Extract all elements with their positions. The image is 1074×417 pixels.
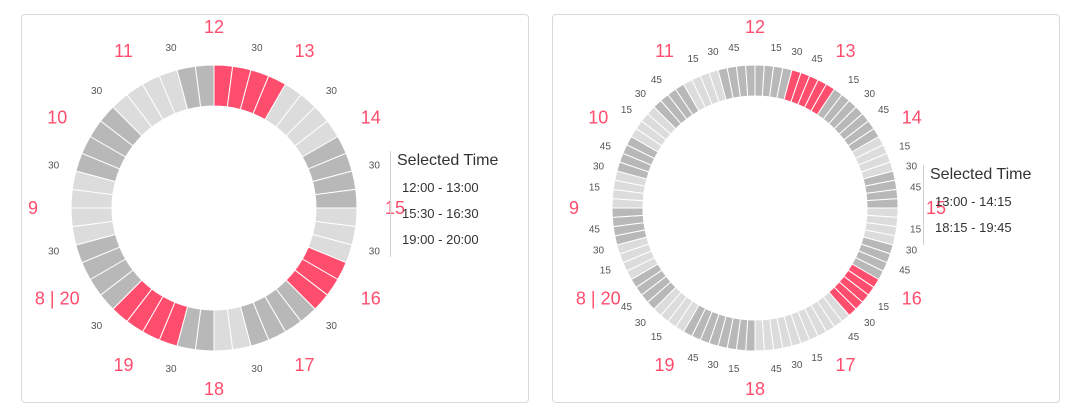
minute-label: 15 (621, 105, 633, 116)
time-wheel-left[interactable]: 12 13 14 15 16 17 18 19 8 | 20 9 10 11 30 30 30 30 30 30 3… (22, 15, 530, 404)
selected-time-legend-right: Selected Time 13:00 - 14:15 18:15 - 19:4… (923, 165, 1031, 245)
legend-item: 19:00 - 20:00 (402, 232, 479, 247)
hour-label: 11 (655, 41, 674, 61)
hour-label: 10 (588, 108, 608, 128)
hour-label: 12 (745, 17, 765, 37)
minute-label: 45 (848, 332, 860, 343)
minute-label: 30 (791, 360, 803, 371)
hour-label: 9 (28, 198, 38, 218)
minute-label: 45 (600, 142, 612, 153)
minute-label: 30 (326, 321, 338, 332)
legend-item: 18:15 - 19:45 (935, 220, 1012, 235)
minute-label: 15 (811, 353, 823, 364)
hour-label: 19 (654, 355, 674, 375)
minute-label: 30 (251, 43, 263, 54)
minute-label: 45 (728, 43, 740, 54)
minute-label: 30 (165, 364, 177, 375)
minute-label: 15 (651, 332, 663, 343)
minute-label: 30 (635, 318, 647, 329)
hour-label: 17 (294, 355, 314, 375)
minute-label: 15 (589, 182, 601, 193)
minute-label: 45 (687, 353, 699, 364)
hour-label: 15 (926, 198, 946, 218)
hour-label: 14 (361, 108, 381, 128)
minute-label: 45 (589, 225, 601, 236)
hour-label: 12 (204, 17, 224, 37)
minute-label: 45 (899, 265, 911, 276)
legend-title: Selected Time (930, 166, 1032, 183)
minute-label: 15 (687, 54, 699, 65)
time-segment[interactable] (745, 64, 756, 97)
hour-label: 18 (745, 379, 765, 399)
hour-label: 8 | 20 (35, 289, 80, 309)
minute-label: 30 (326, 86, 338, 97)
time-segment[interactable] (754, 319, 765, 352)
hour-label: 9 (569, 198, 579, 218)
legend-item: 13:00 - 14:15 (935, 194, 1012, 209)
hour-label: 13 (835, 41, 855, 61)
minute-label: 15 (878, 302, 890, 313)
minute-label: 15 (910, 225, 922, 236)
time-segment[interactable] (866, 198, 899, 209)
minute-label: 30 (48, 246, 60, 257)
minute-label: 30 (593, 162, 605, 173)
minute-label: 30 (708, 360, 720, 371)
minute-label: 45 (651, 75, 663, 86)
hour-label: 13 (294, 41, 314, 61)
hour-label: 18 (204, 379, 224, 399)
minute-label: 45 (621, 302, 633, 313)
minute-label: 45 (910, 182, 922, 193)
minute-label: 15 (728, 364, 740, 375)
minute-label: 45 (771, 364, 783, 375)
minute-label: 15 (899, 142, 911, 153)
hour-label: 11 (114, 41, 133, 61)
time-segment[interactable] (194, 64, 215, 108)
hour-label: 14 (902, 108, 922, 128)
time-segment[interactable] (611, 207, 644, 218)
minute-label: 30 (165, 43, 177, 54)
hour-label: 16 (361, 289, 381, 309)
hour-label: 16 (902, 289, 922, 309)
minute-label: 30 (864, 89, 876, 100)
legend-item: 12:00 - 13:00 (402, 180, 479, 195)
minute-label: 45 (878, 105, 890, 116)
minute-label: 15 (848, 75, 860, 86)
legend-title: Selected Time (397, 152, 499, 169)
minute-label: 30 (906, 162, 918, 173)
minute-label: 30 (91, 321, 103, 332)
clock-card-right: 12 13 14 15 16 17 18 19 8 | 20 9 10 11 15 30 45 15 30 45 1… (552, 14, 1060, 403)
minute-label: 30 (864, 318, 876, 329)
minute-label: 15 (771, 43, 783, 54)
minute-label: 30 (91, 86, 103, 97)
minute-label: 30 (791, 47, 803, 58)
minute-label: 30 (48, 161, 60, 172)
hour-label: 8 | 20 (576, 289, 621, 309)
legend-item: 15:30 - 16:30 (402, 206, 479, 221)
minute-label: 30 (593, 245, 605, 256)
minute-label: 15 (600, 265, 612, 276)
hour-label: 15 (385, 198, 405, 218)
selected-time-legend-left: Selected Time 12:00 - 13:00 15:30 - 16:3… (390, 151, 498, 257)
hour-label: 10 (47, 108, 67, 128)
minute-label: 30 (708, 47, 720, 58)
hour-label: 19 (113, 355, 133, 375)
clock-card-left: 12 13 14 15 16 17 18 19 8 | 20 9 10 11 30 30 30 30 30 30 3… (21, 14, 529, 403)
minute-label: 30 (251, 364, 263, 375)
hour-label: 17 (835, 355, 855, 375)
minute-label: 30 (369, 161, 381, 172)
minute-label: 45 (811, 54, 823, 65)
minute-label: 30 (635, 89, 647, 100)
minute-label: 30 (906, 245, 918, 256)
minute-label: 30 (369, 246, 381, 257)
